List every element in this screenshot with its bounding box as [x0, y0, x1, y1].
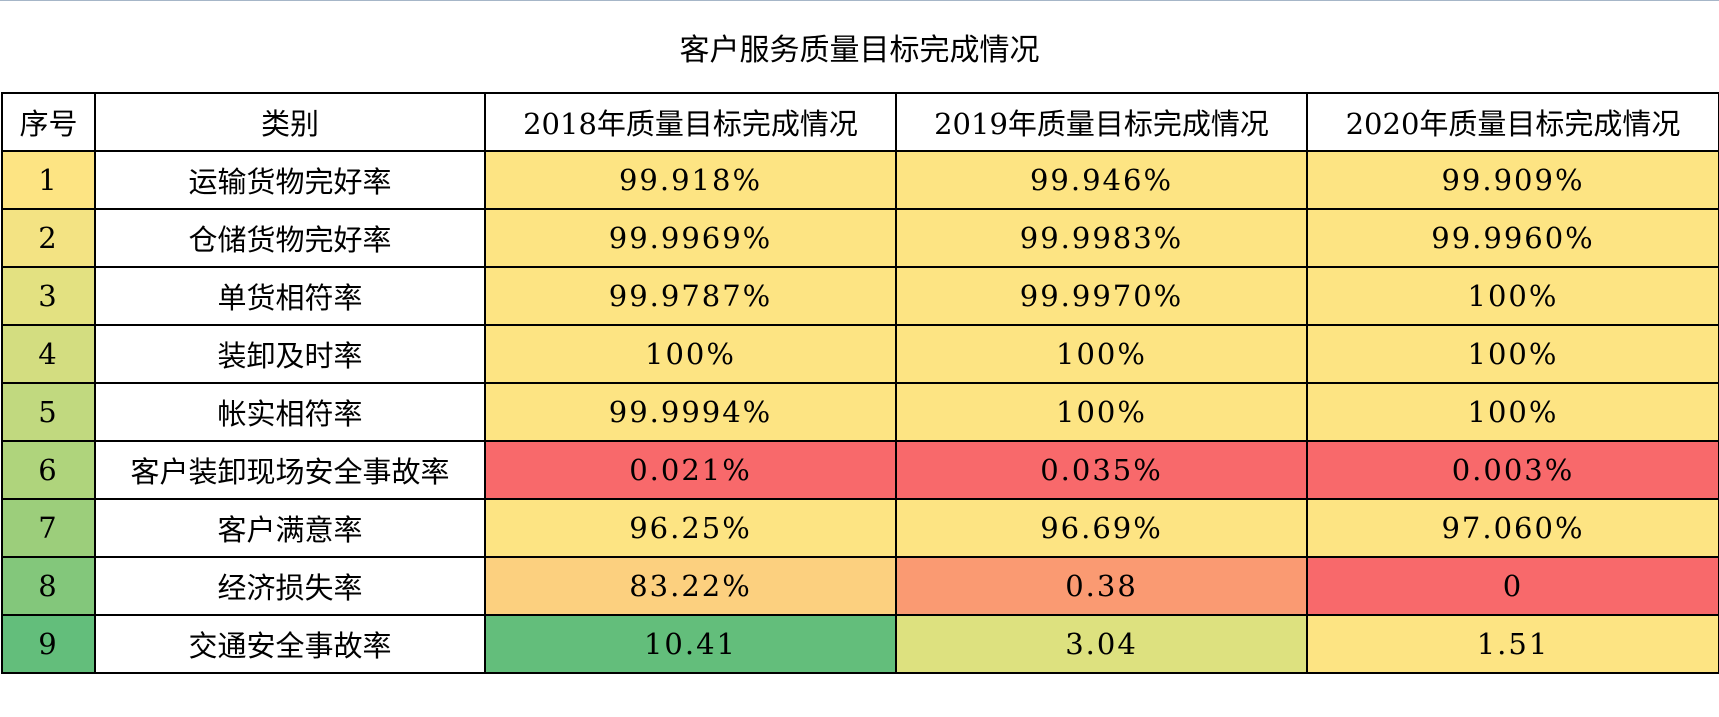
header-2020: 2020年质量目标完成情况	[1306, 92, 1719, 152]
value-2019: 100%	[895, 324, 1308, 384]
value-2019: 99.946%	[895, 150, 1308, 210]
row-category: 装卸及时率	[94, 324, 486, 384]
table-row: 8 经济损失率 83.22% 0.38 0	[1, 556, 1719, 616]
value-2020: 100%	[1306, 324, 1719, 384]
value-2018: 96.25%	[484, 498, 897, 558]
row-category: 单货相符率	[94, 266, 486, 326]
header-2018: 2018年质量目标完成情况	[484, 92, 897, 152]
table-row: 5 帐实相符率 99.9994% 100% 100%	[1, 382, 1719, 442]
table-row: 3 单货相符率 99.9787% 99.9970% 100%	[1, 266, 1719, 326]
row-category: 经济损失率	[94, 556, 486, 616]
table-row: 1 运输货物完好率 99.918% 99.946% 99.909%	[1, 150, 1719, 210]
value-2018: 99.9787%	[484, 266, 897, 326]
value-2019: 3.04	[895, 614, 1308, 674]
value-2018: 99.9994%	[484, 382, 897, 442]
value-2020: 100%	[1306, 382, 1719, 442]
row-category: 帐实相符率	[94, 382, 486, 442]
value-2018: 10.41	[484, 614, 897, 674]
value-2019: 96.69%	[895, 498, 1308, 558]
value-2020: 99.9960%	[1306, 208, 1719, 268]
value-2020: 1.51	[1306, 614, 1719, 674]
value-2019: 99.9970%	[895, 266, 1308, 326]
value-2018: 83.22%	[484, 556, 897, 616]
value-2019: 0.035%	[895, 440, 1308, 500]
row-number: 9	[1, 614, 96, 674]
header-category: 类别	[94, 92, 486, 152]
row-number: 8	[1, 556, 96, 616]
row-number: 3	[1, 266, 96, 326]
row-category: 客户装卸现场安全事故率	[94, 440, 486, 500]
table-body: 1 运输货物完好率 99.918% 99.946% 99.909% 2 仓储货物…	[1, 150, 1719, 674]
value-2019: 0.38	[895, 556, 1308, 616]
value-2020: 100%	[1306, 266, 1719, 326]
value-2018: 99.9969%	[484, 208, 897, 268]
row-number: 1	[1, 150, 96, 210]
table-row: 2 仓储货物完好率 99.9969% 99.9983% 99.9960%	[1, 208, 1719, 268]
value-2018: 99.918%	[484, 150, 897, 210]
row-category: 交通安全事故率	[94, 614, 486, 674]
header-row: 序号 类别 2018年质量目标完成情况 2019年质量目标完成情况 2020年质…	[1, 92, 1719, 152]
value-2019: 99.9983%	[895, 208, 1308, 268]
row-number: 5	[1, 382, 96, 442]
table-row: 9 交通安全事故率 10.41 3.04 1.51	[1, 614, 1719, 674]
row-number: 4	[1, 324, 96, 384]
table-title: 客户服务质量目标完成情况	[0, 0, 1719, 92]
row-category: 运输货物完好率	[94, 150, 486, 210]
table-row: 6 客户装卸现场安全事故率 0.021% 0.035% 0.003%	[1, 440, 1719, 500]
value-2019: 100%	[895, 382, 1308, 442]
header-2019: 2019年质量目标完成情况	[895, 92, 1308, 152]
quality-table: 序号 类别 2018年质量目标完成情况 2019年质量目标完成情况 2020年质…	[1, 92, 1719, 674]
value-2018: 100%	[484, 324, 897, 384]
row-category: 仓储货物完好率	[94, 208, 486, 268]
table-row: 4 装卸及时率 100% 100% 100%	[1, 324, 1719, 384]
value-2020: 97.060%	[1306, 498, 1719, 558]
value-2020: 99.909%	[1306, 150, 1719, 210]
value-2018: 0.021%	[484, 440, 897, 500]
table-row: 7 客户满意率 96.25% 96.69% 97.060%	[1, 498, 1719, 558]
value-2020: 0.003%	[1306, 440, 1719, 500]
row-number: 2	[1, 208, 96, 268]
header-num: 序号	[1, 92, 96, 152]
row-category: 客户满意率	[94, 498, 486, 558]
row-number: 6	[1, 440, 96, 500]
value-2020: 0	[1306, 556, 1719, 616]
row-number: 7	[1, 498, 96, 558]
